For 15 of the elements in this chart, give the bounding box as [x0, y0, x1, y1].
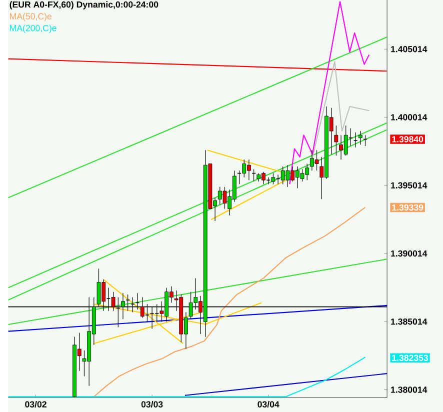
text: 1.39840	[392, 136, 424, 142]
x-tick-label: 03/04	[258, 400, 280, 408]
text: MA(50,C)e	[10, 12, 52, 22]
text: 1.39339	[392, 204, 424, 210]
text: 1.382353	[392, 354, 428, 361]
y-tick-label: 1.390014	[391, 250, 428, 256]
text: MA(200,C)e	[10, 24, 56, 33]
x-tick-label: 03/03	[141, 400, 163, 408]
chart-title: (EUR A0-FX,60) Dynamic,0:00-24:00	[10, 1, 158, 10]
y-tick-label: 1.380014	[391, 386, 428, 393]
y-tick-label: 1.385014	[391, 318, 428, 325]
y-tick-label: 1.395014	[391, 182, 428, 188]
x-tick-label: 03/02	[25, 400, 46, 408]
y-tick-label: 1.400014	[391, 114, 428, 120]
y-tick-label: 1.405014	[391, 46, 428, 52]
